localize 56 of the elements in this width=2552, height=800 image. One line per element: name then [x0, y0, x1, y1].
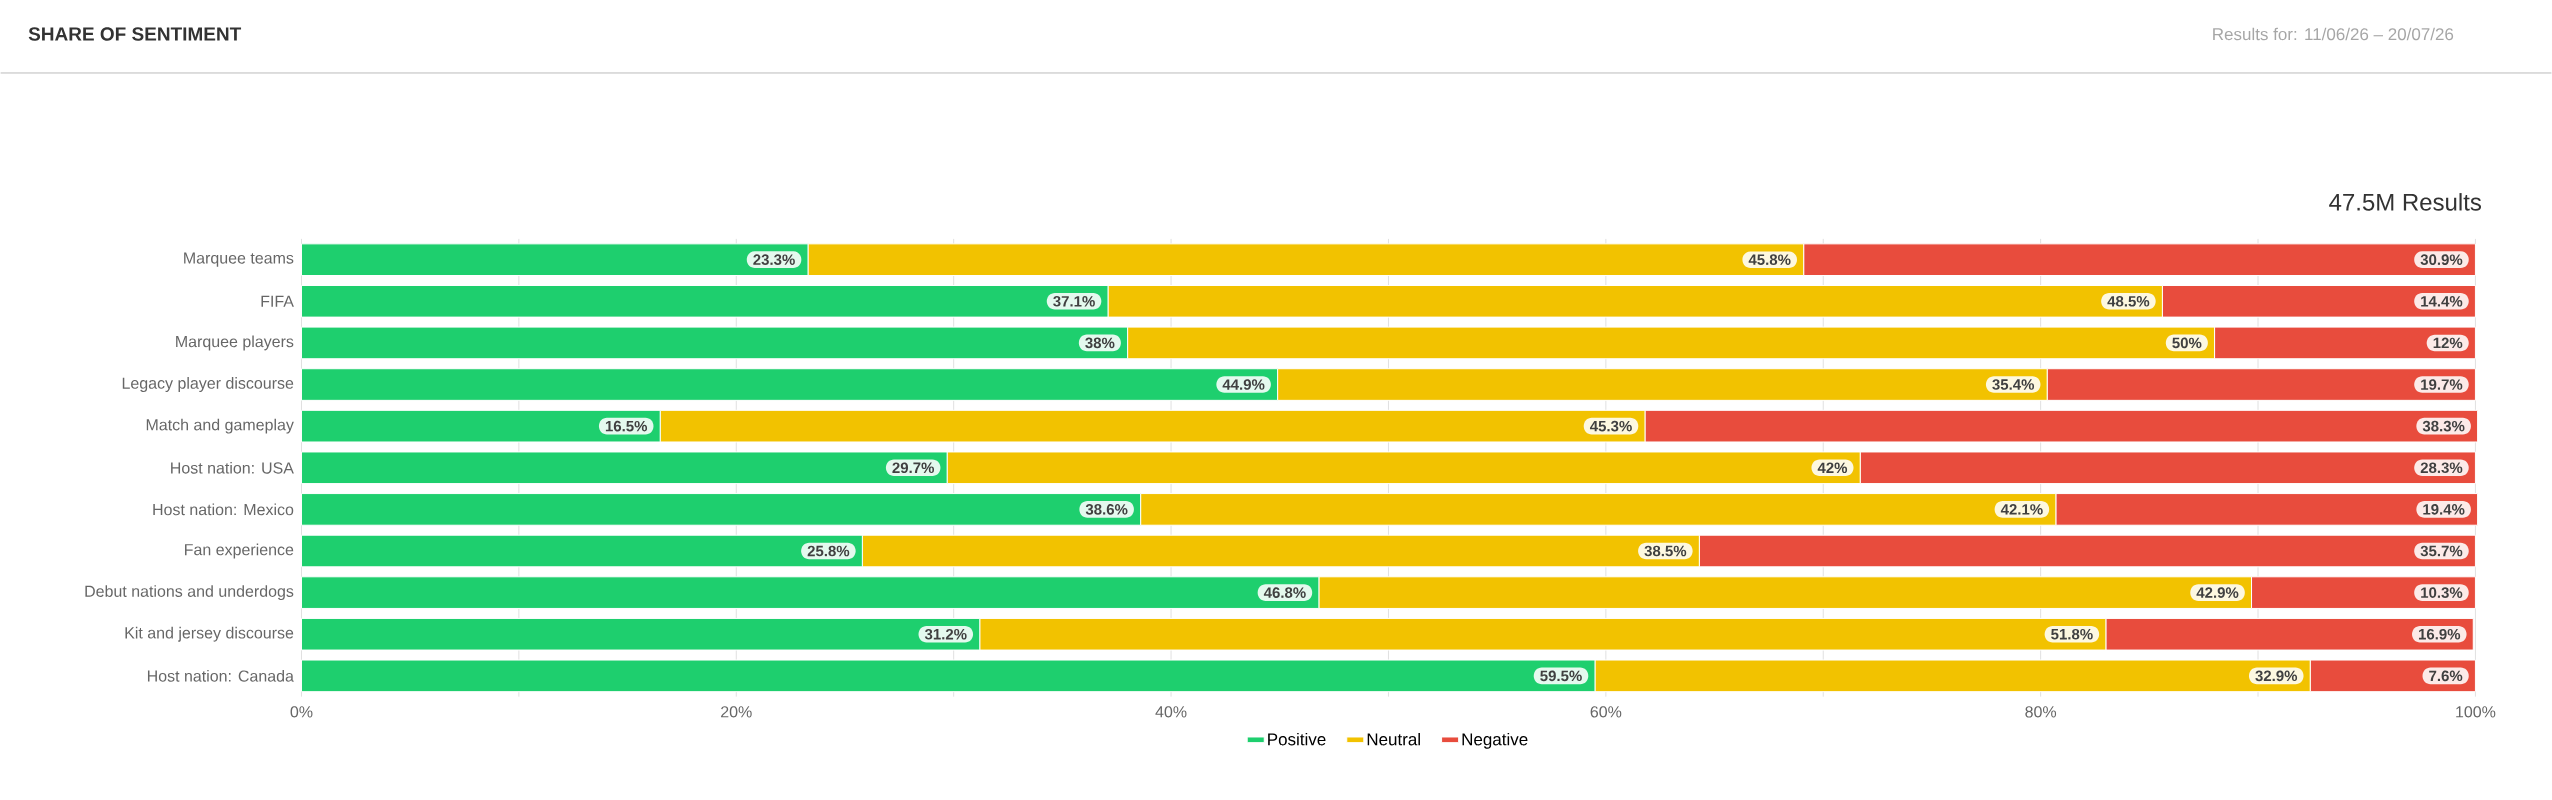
data-label: 23.3%	[753, 254, 795, 266]
data-label: 59.5%	[1540, 670, 1582, 682]
x-tick-label: 40%	[1155, 706, 1187, 718]
data-label: 37.1%	[1053, 296, 1095, 307]
y-tick-label: Host nation: Canada	[147, 670, 294, 682]
data-label: 46.8%	[1263, 587, 1306, 599]
data-label: 25.8%	[807, 545, 850, 557]
data-label: 38.5%	[1644, 545, 1687, 557]
data-label: 28.3%	[2420, 462, 2463, 474]
y-tick-label: FIFA	[261, 295, 294, 307]
legend-label: Neutral	[1367, 733, 1420, 746]
text: SHARE OF SENTIMENT	[28, 27, 242, 41]
legend-label: Negative	[1462, 733, 1528, 749]
x-tick-label: 80%	[2025, 706, 2057, 718]
chart-subtitle: Results for: 11/06/26 – 20/07/26	[2213, 27, 2454, 41]
data-label: 12%	[2433, 337, 2463, 349]
data-label: 31.2%	[924, 629, 967, 640]
data-label: 38.3%	[2422, 421, 2465, 432]
y-tick-label: Fan experience	[185, 543, 294, 559]
y-tick-label: Marquee players	[176, 335, 294, 351]
data-label: 42.9%	[2196, 587, 2239, 599]
data-label: 35.4%	[1992, 379, 2035, 391]
data-label: 30.9%	[2420, 254, 2463, 266]
legend-label: Positive	[1268, 733, 1326, 746]
x-tick-label: 0%	[290, 706, 313, 718]
data-label: 10.3%	[2421, 587, 2463, 599]
data-label: 16.5%	[605, 421, 648, 432]
y-tick-label: Debut nations and underdogs	[85, 585, 294, 601]
y-tick-label: Legacy player discourse	[122, 377, 294, 393]
data-label: 44.9%	[1222, 379, 1265, 391]
data-label: 50%	[2172, 337, 2202, 349]
data-label: 7.6%	[2429, 670, 2463, 682]
x-tick-label: 60%	[1590, 706, 1622, 718]
y-tick-label: Host nation: Mexico	[153, 503, 294, 516]
data-label: 38.6%	[1085, 504, 1128, 515]
data-label: 45.3%	[1589, 421, 1632, 432]
y-tick-label: Kit and jersey discourse	[125, 626, 294, 642]
y-tick-label: Match and gameplay	[146, 418, 294, 434]
y-tick-label: Marquee teams	[184, 252, 294, 268]
data-label: 19.7%	[2421, 379, 2463, 391]
data-label: 48.5%	[2107, 296, 2150, 307]
y-tick-label: Host nation: USA	[171, 462, 294, 474]
data-label: 32.9%	[2255, 670, 2298, 682]
data-label: 35.7%	[2420, 545, 2463, 557]
data-label: 45.8%	[1748, 254, 1791, 266]
data-label: 51.8%	[2051, 629, 2093, 640]
data-label: 16.9%	[2418, 629, 2461, 640]
data-label: 42.1%	[2000, 504, 2043, 515]
data-label: 29.7%	[892, 462, 935, 474]
data-label: 38%	[1085, 337, 1115, 349]
data-label: 14.4%	[2421, 296, 2463, 307]
text: 47.5M Results	[2329, 193, 2482, 211]
data-label: 42%	[1817, 462, 1848, 474]
x-tick-label: 20%	[721, 706, 752, 718]
data-label: 19.4%	[2423, 504, 2465, 515]
x-tick-label: 100%	[2456, 706, 2496, 718]
